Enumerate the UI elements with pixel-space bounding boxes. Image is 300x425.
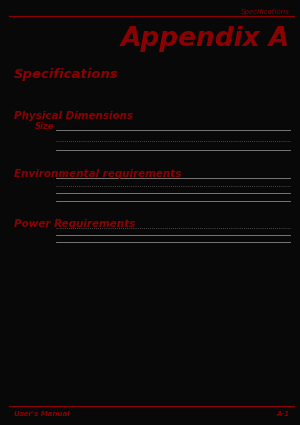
Text: Size: Size <box>34 122 54 130</box>
Text: Power Requirements: Power Requirements <box>14 219 135 230</box>
Text: User's Manual: User's Manual <box>14 411 69 417</box>
Text: Specifications: Specifications <box>14 68 118 81</box>
Text: Physical Dimensions: Physical Dimensions <box>14 111 133 122</box>
Text: Specifications: Specifications <box>241 9 290 15</box>
Text: A-1: A-1 <box>276 411 290 417</box>
Text: Appendix A: Appendix A <box>120 26 290 51</box>
Text: Environmental requirements: Environmental requirements <box>14 169 181 179</box>
